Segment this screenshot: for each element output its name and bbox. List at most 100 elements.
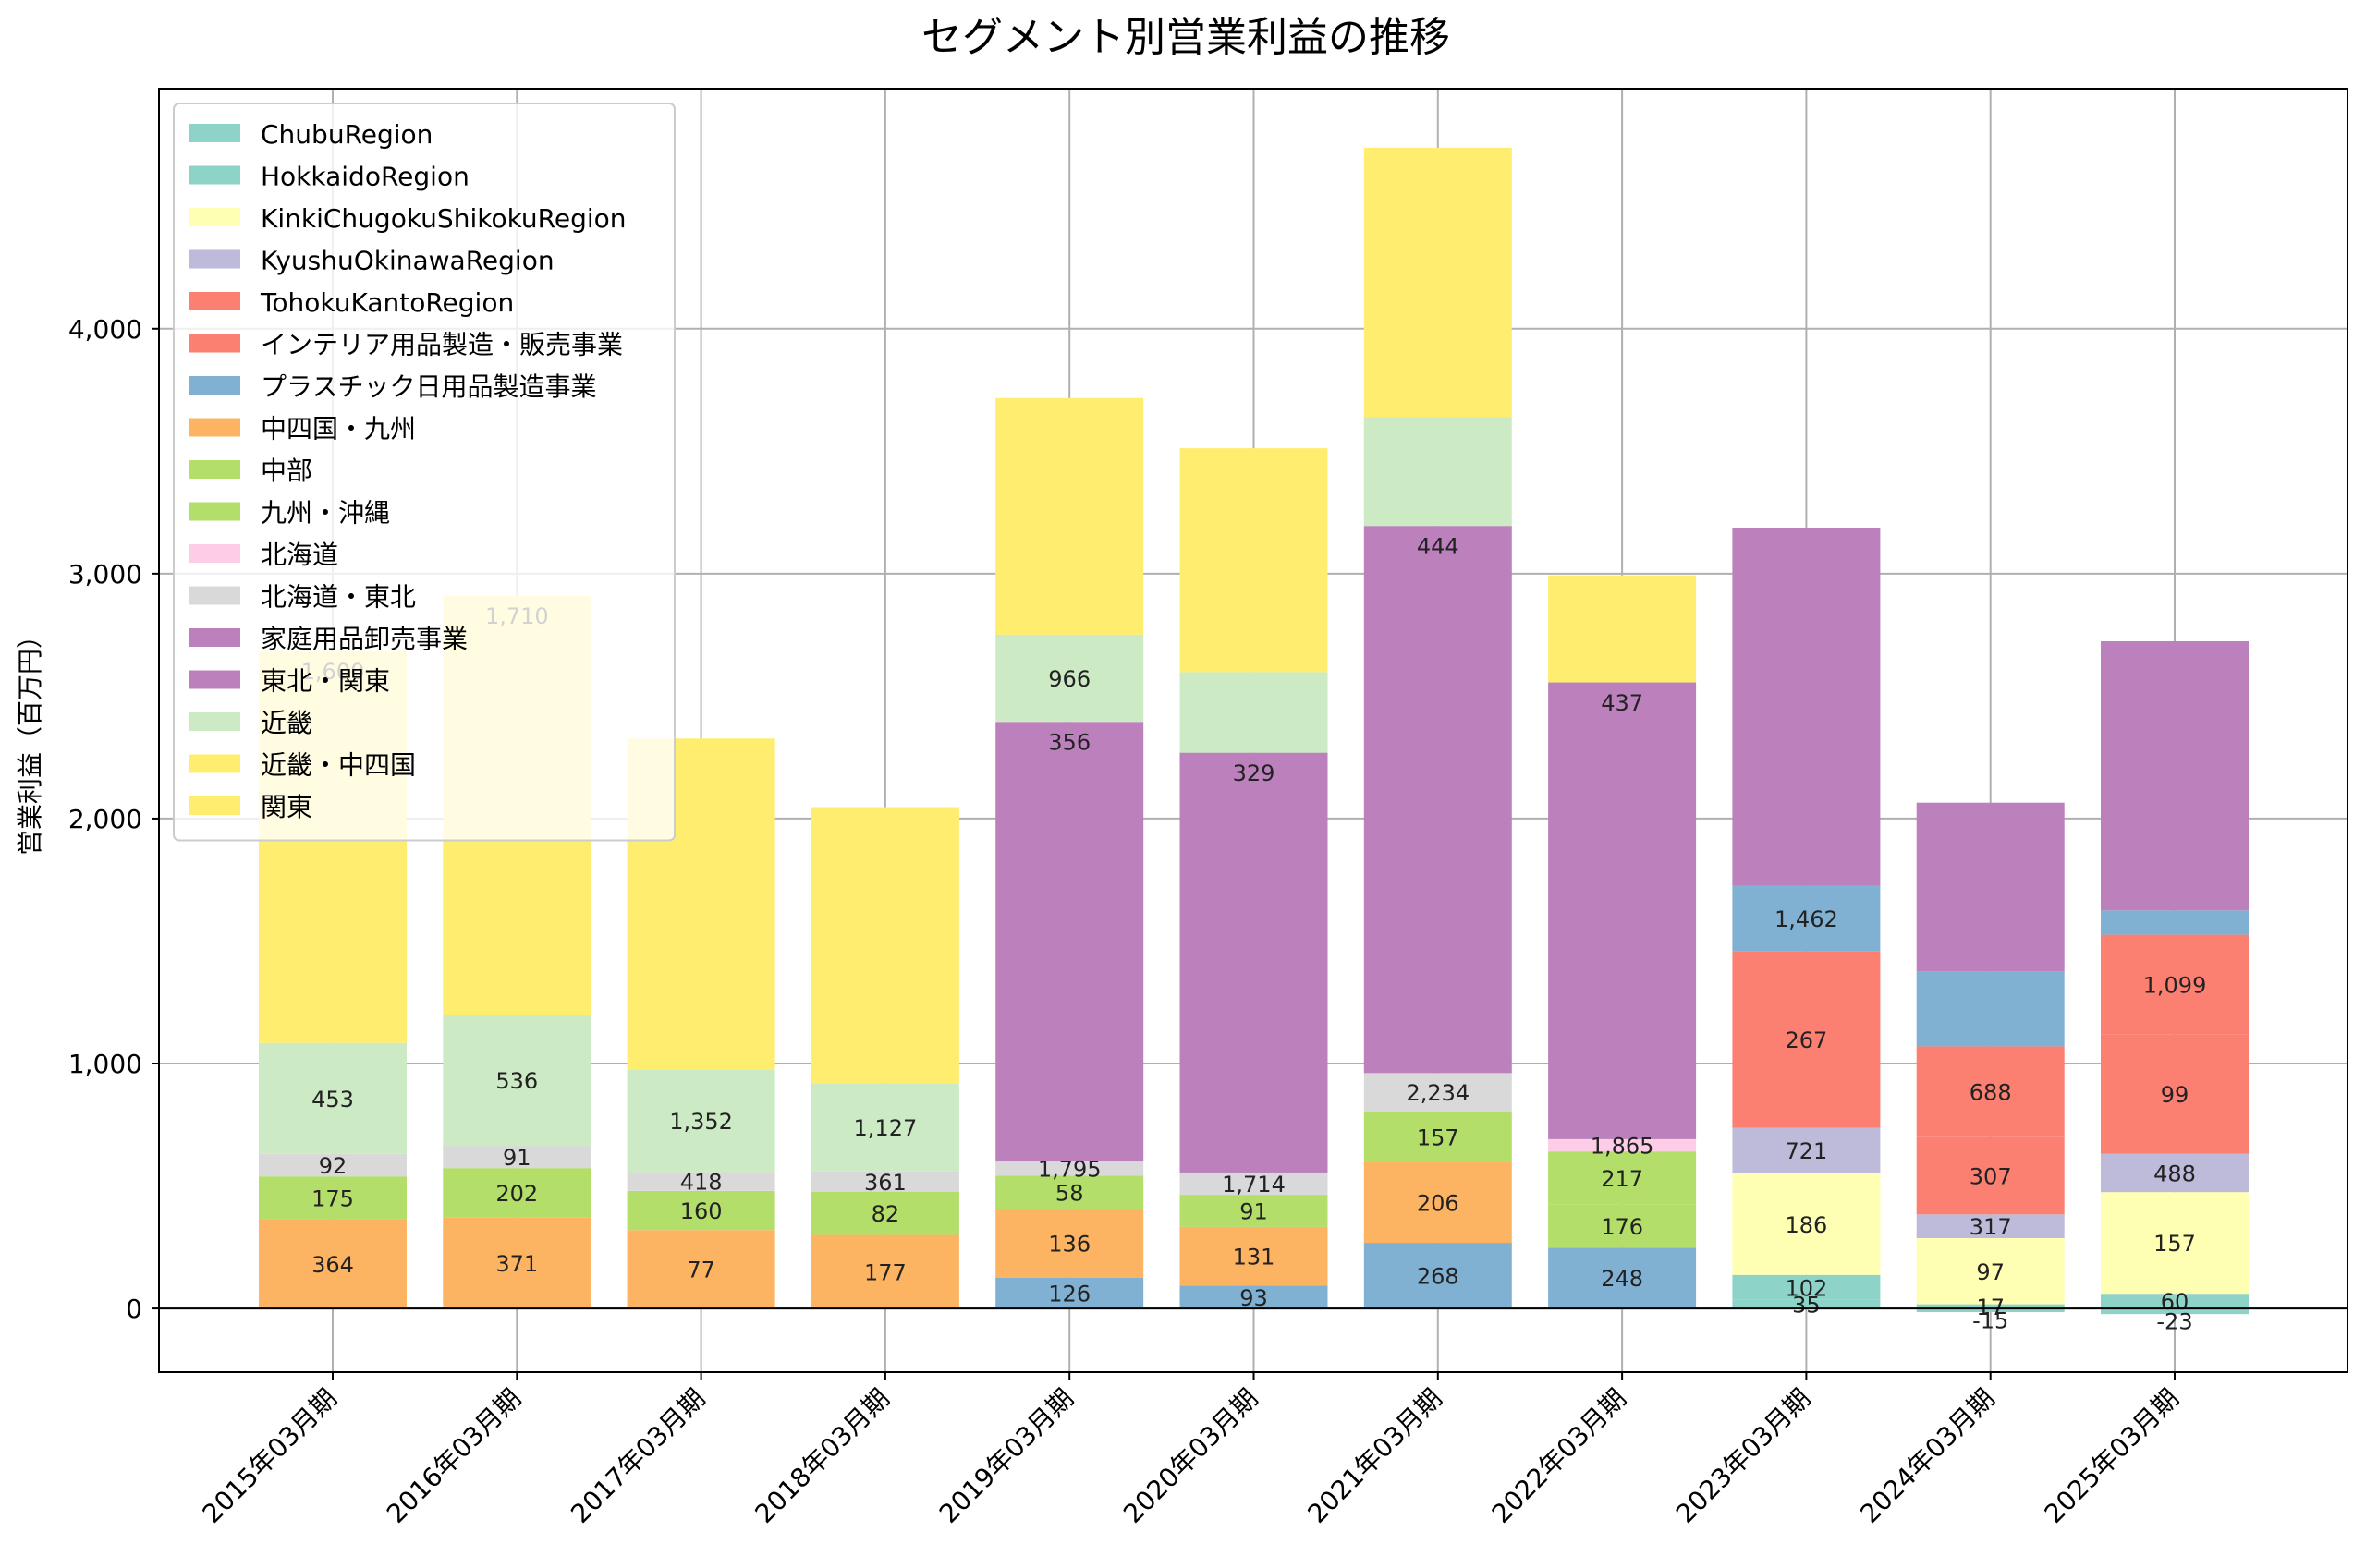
y-tick-label: 3,000: [68, 559, 142, 590]
data-label: 437: [1601, 690, 1643, 716]
data-label: 317: [1970, 1214, 2012, 1240]
legend-swatch: [189, 502, 240, 521]
bar-segment: [1732, 951, 1881, 1128]
data-label: 99: [2161, 1082, 2189, 1108]
data-label: 1,352: [669, 1109, 733, 1135]
bar-segment: [1548, 1247, 1697, 1309]
data-label: 364: [311, 1252, 354, 1278]
bar-segment: [443, 1168, 592, 1218]
data-label: 93: [1239, 1285, 1268, 1311]
bar-segment: [1179, 1285, 1328, 1309]
bar-segment: [995, 1209, 1144, 1278]
bar-segment: [1916, 1046, 2065, 1137]
y-tick-label: 2,000: [68, 804, 142, 834]
bar-segment: [443, 1014, 592, 1147]
legend: ChubuRegion HokkaidoRegion KinkiChugokuShi…: [173, 103, 676, 842]
data-label: 1,462: [1774, 906, 1838, 932]
bar-segment: [1179, 1226, 1328, 1286]
data-label: 97: [1976, 1259, 2005, 1285]
data-label: 966: [1048, 666, 1091, 692]
bar-segment: [811, 1191, 959, 1235]
y-tick-label: 0: [126, 1294, 142, 1324]
bar-segment: [1732, 1299, 1881, 1309]
data-label: 721: [1785, 1138, 1827, 1164]
data-label: 1,099: [2143, 972, 2207, 998]
legend-entry: 東北・関東: [261, 666, 390, 697]
data-label: 136: [1048, 1232, 1091, 1258]
data-label: 175: [311, 1185, 354, 1211]
data-label: 688: [1970, 1079, 2012, 1105]
legend-swatch: [189, 418, 240, 437]
data-label: 58: [1055, 1180, 1084, 1206]
legend-entry: 九州・沖縄: [261, 498, 390, 529]
data-label: 2,234: [1406, 1080, 1470, 1106]
bar-segment: [1363, 1073, 1512, 1112]
bar-segment: [1732, 885, 1881, 952]
bar-segment: [443, 1146, 592, 1169]
legend-entry: 中四国・九州: [261, 414, 416, 444]
legend-swatch: [189, 754, 240, 773]
data-label: 248: [1601, 1266, 1643, 1292]
bars: [259, 147, 2249, 1315]
bar-segment: [811, 1234, 959, 1309]
legend-entry: プラスチック日用品製造事業: [261, 371, 596, 402]
legend-entry: 北海道: [261, 540, 338, 570]
legend-swatch: [189, 208, 240, 226]
legend-entry: 北海道・東北: [261, 582, 416, 613]
legend-entry: ChubuRegion: [261, 119, 433, 150]
legend-entry: インテリア用品製造・販売事業: [261, 330, 623, 360]
bar-segment: [1363, 417, 1512, 527]
bar-segment: [995, 722, 1144, 1162]
bar-segment: [259, 1176, 407, 1220]
data-label: 268: [1417, 1264, 1459, 1290]
bar-segment: [627, 1230, 775, 1309]
data-label: 35: [1792, 1292, 1821, 1318]
bar-segment: [1916, 1214, 2065, 1239]
legend-entry: 中部: [261, 456, 312, 486]
bar-segment: [1363, 526, 1512, 1074]
bar-segment: [1916, 1308, 2065, 1313]
legend-swatch: [189, 628, 240, 647]
data-label: -15: [1972, 1308, 2008, 1334]
bar-segment: [1548, 1204, 1697, 1248]
data-label: 1,714: [1222, 1172, 1286, 1197]
legend-swatch: [189, 796, 240, 815]
data-label: 536: [495, 1068, 538, 1094]
bar-segment: [1363, 1111, 1512, 1162]
bar-segment: [2101, 1308, 2249, 1315]
data-label: 77: [687, 1258, 715, 1283]
y-tick-label: 1,000: [68, 1049, 142, 1079]
bar-segment: [811, 1083, 959, 1172]
data-label: 157: [2153, 1231, 2196, 1257]
data-label: 202: [495, 1181, 538, 1207]
data-label: 176: [1601, 1214, 1643, 1240]
bar-segment: [627, 1190, 775, 1231]
y-axis-label: 営業利益（百万円）: [15, 623, 45, 856]
data-label: 102: [1785, 1275, 1827, 1301]
data-label: 453: [311, 1087, 354, 1112]
legend-entry: KyushuOkinawaRegion: [261, 246, 555, 276]
bar-segment: [1732, 1274, 1881, 1300]
legend-swatch: [189, 124, 240, 142]
bar-segment: [2101, 1153, 2249, 1193]
data-label: 91: [503, 1145, 531, 1171]
bar-segment: [259, 1153, 407, 1177]
legend-entry: 近畿・中四国: [261, 750, 416, 781]
bar-segment: [1179, 752, 1328, 1173]
legend-entry: 近畿: [261, 708, 312, 738]
bar-segment: [627, 1069, 775, 1173]
data-label: 217: [1601, 1166, 1643, 1192]
legend-swatch: [189, 292, 240, 310]
y-tick-label: 4,000: [68, 314, 142, 345]
bar-segment: [995, 634, 1144, 723]
legend-entry: TohokuKantoRegion: [260, 287, 514, 318]
bar-segment: [1916, 1304, 2065, 1309]
bar-segment: [1363, 1161, 1512, 1244]
data-label: -23: [2156, 1309, 2192, 1335]
bar-segment: [2101, 1192, 2249, 1295]
bar-segment: [1179, 672, 1328, 753]
bar-segment: [2101, 1294, 2249, 1309]
bar-segment: [1179, 1172, 1328, 1196]
bar-segment: [2101, 934, 2249, 1035]
bar-segment: [1548, 575, 1697, 683]
